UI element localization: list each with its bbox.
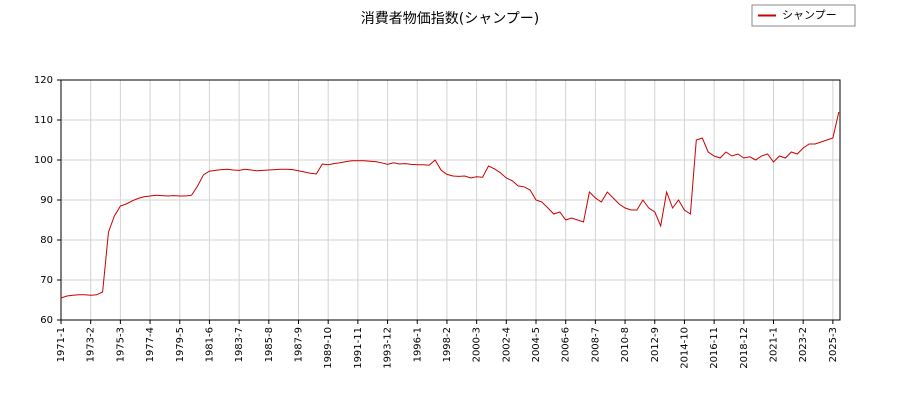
x-tick-label: 2021-1 xyxy=(769,327,780,362)
x-tick-label: 1975-3 xyxy=(115,327,126,362)
y-tick-label: 90 xyxy=(40,195,53,206)
x-tick-label: 2023-2 xyxy=(798,327,809,362)
x-tick-label: 1983-7 xyxy=(234,327,245,362)
x-tick-label: 2014-10 xyxy=(679,327,690,369)
y-tick-label: 80 xyxy=(40,235,53,246)
x-tick-label: 2000-3 xyxy=(472,327,483,362)
y-tick-label: 60 xyxy=(40,315,53,326)
x-tick-label: 2008-7 xyxy=(590,327,601,362)
x-tick-label: 1989-10 xyxy=(323,327,334,369)
x-tick-label: 2025-3 xyxy=(828,327,839,362)
y-tick-label: 110 xyxy=(34,115,53,126)
x-tick-label: 2004-5 xyxy=(531,327,542,362)
y-tick-label: 120 xyxy=(34,75,53,86)
legend-label: シャンプー xyxy=(782,9,837,22)
line-series xyxy=(60,111,840,299)
x-tick-label: 1996-1 xyxy=(412,327,423,362)
y-tick-label: 100 xyxy=(34,155,53,166)
x-tick-label: 2016-11 xyxy=(709,327,720,369)
x-tick-label: 1971-1 xyxy=(56,327,67,362)
legend-box xyxy=(751,4,856,27)
y-tick-label: 70 xyxy=(40,275,53,286)
x-tick-label: 2018-12 xyxy=(739,327,750,369)
legend: シャンプー xyxy=(751,4,856,27)
x-tick-label: 1981-6 xyxy=(204,327,215,362)
x-tick-label: 2006-6 xyxy=(561,327,572,362)
x-tick-label: 1998-2 xyxy=(442,327,453,362)
x-tick-label: 1993-12 xyxy=(383,327,394,369)
x-tick-label: 2012-9 xyxy=(650,327,661,362)
x-tick-label: 1979-5 xyxy=(175,327,186,362)
x-tick-label: 2002-4 xyxy=(501,327,512,362)
x-tick-label: 2010-8 xyxy=(620,327,631,362)
plot-frame xyxy=(60,79,841,321)
chart-title: 消費者物価指数(シャンプー) xyxy=(361,11,540,27)
x-tick-label: 1987-9 xyxy=(294,327,305,362)
x-tick-label: 1977-4 xyxy=(145,327,156,362)
x-tick-label: 1985-8 xyxy=(264,327,275,362)
x-tick-label: 1973-2 xyxy=(86,327,97,362)
x-tick-label: 1991-11 xyxy=(353,327,364,369)
